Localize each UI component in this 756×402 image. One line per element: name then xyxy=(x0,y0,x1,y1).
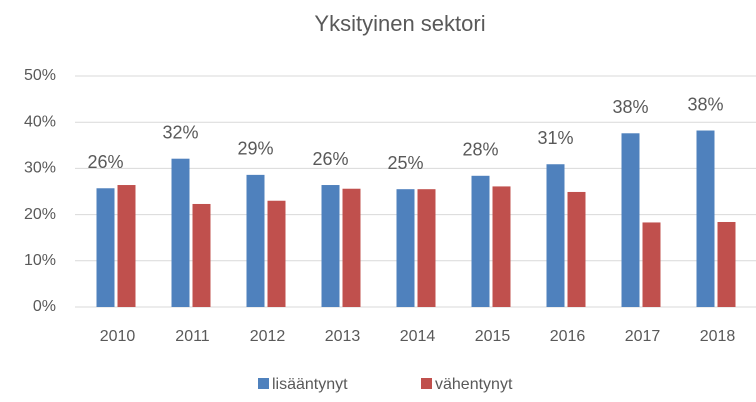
y-tick-label: 20% xyxy=(24,206,56,223)
x-tick-label: 2012 xyxy=(250,328,286,345)
bar xyxy=(117,185,136,307)
y-tick-label: 50% xyxy=(24,67,56,84)
data-label: 29% xyxy=(237,139,273,159)
bar xyxy=(621,133,640,307)
bar xyxy=(246,174,265,307)
data-label: 38% xyxy=(687,94,723,114)
bar xyxy=(96,188,115,307)
bar xyxy=(171,158,190,307)
data-label: 26% xyxy=(87,152,123,172)
data-label: 28% xyxy=(462,140,498,160)
x-tick-label: 2017 xyxy=(625,328,661,345)
y-tick-label: 30% xyxy=(24,160,56,177)
legend-label: vähentynyt xyxy=(435,376,513,393)
chart-title: Yksityinen sektori xyxy=(314,11,485,36)
data-label: 25% xyxy=(387,153,423,173)
bar xyxy=(267,200,286,307)
bar xyxy=(471,175,490,307)
bar xyxy=(192,203,211,307)
bar xyxy=(396,189,415,307)
legend-label: lisääntynyt xyxy=(272,376,348,393)
bar xyxy=(696,130,715,307)
legend-swatch xyxy=(258,378,269,389)
bar xyxy=(492,186,511,307)
bar xyxy=(546,164,565,307)
bar xyxy=(567,191,586,307)
y-tick-label: 40% xyxy=(24,113,56,130)
x-tick-label: 2016 xyxy=(550,328,586,345)
x-tick-label: 2014 xyxy=(400,328,436,345)
x-tick-label: 2013 xyxy=(325,328,361,345)
data-label: 32% xyxy=(162,122,198,142)
x-tick-label: 2015 xyxy=(475,328,511,345)
bar xyxy=(417,189,436,307)
legend-swatch xyxy=(421,378,432,389)
bar xyxy=(642,222,661,307)
data-label: 31% xyxy=(537,128,573,148)
data-label: 38% xyxy=(612,97,648,117)
bar xyxy=(342,188,361,307)
x-tick-label: 2011 xyxy=(175,328,210,345)
y-tick-label: 10% xyxy=(24,252,56,269)
bar xyxy=(717,221,736,307)
x-tick-label: 2010 xyxy=(100,328,136,345)
data-label: 26% xyxy=(312,149,348,169)
y-tick-label: 0% xyxy=(33,298,56,315)
x-tick-label: 2018 xyxy=(700,328,736,345)
bar xyxy=(321,185,340,307)
